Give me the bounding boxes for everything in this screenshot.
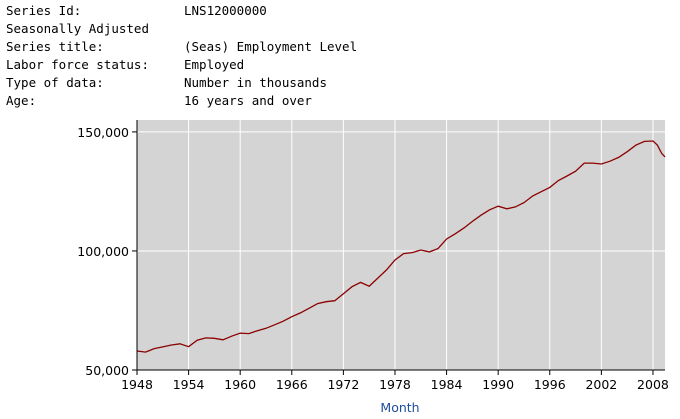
metadata-label: Age: — [6, 93, 37, 108]
y-tick-label: 50,000 — [85, 363, 129, 378]
metadata-value: Employed — [184, 57, 245, 72]
employment-series-line — [136, 140, 666, 353]
metadata-label: Labor force status: — [6, 57, 149, 72]
y-axis-ticks: 50,000 100,000 150,000 — [77, 125, 137, 378]
x-tick-label: 1996 — [534, 377, 566, 392]
x-tick-label: 1960 — [224, 377, 256, 392]
metadata-label: Type of data: — [6, 75, 104, 90]
x-tick-label: 1984 — [431, 377, 463, 392]
x-tick-label: 1972 — [327, 377, 359, 392]
y-tick-label: 150,000 — [77, 125, 129, 140]
y-tick-label: 100,000 — [77, 244, 129, 259]
x-tick-label: 1954 — [173, 377, 205, 392]
x-axis-ticks: 1948 1954 1960 1966 1972 1978 1984 1990 1996 2002… — [121, 370, 669, 392]
x-tick-label: 1978 — [379, 377, 411, 392]
metadata-label: Seasonally Adjusted — [6, 21, 149, 36]
x-tick-label: 1966 — [276, 377, 308, 392]
plot-area — [137, 120, 665, 370]
metadata-value: Number in thousands — [184, 75, 327, 90]
x-tick-label: 1990 — [482, 377, 514, 392]
metadata-value: LNS12000000 — [184, 3, 267, 18]
metadata-label: Series Id: — [6, 3, 82, 18]
metadata-label: Series title: — [6, 39, 104, 54]
x-tick-label: 2002 — [585, 377, 617, 392]
metadata-value: 16 years and over — [184, 93, 312, 108]
x-tick-label: 1948 — [121, 377, 153, 392]
x-axis-label: Month — [380, 400, 419, 415]
vertical-gridlines — [188, 120, 654, 370]
metadata-value: (Seas) Employment Level — [184, 39, 358, 54]
axes — [136, 120, 665, 371]
x-tick-label: 2008 — [637, 377, 669, 392]
